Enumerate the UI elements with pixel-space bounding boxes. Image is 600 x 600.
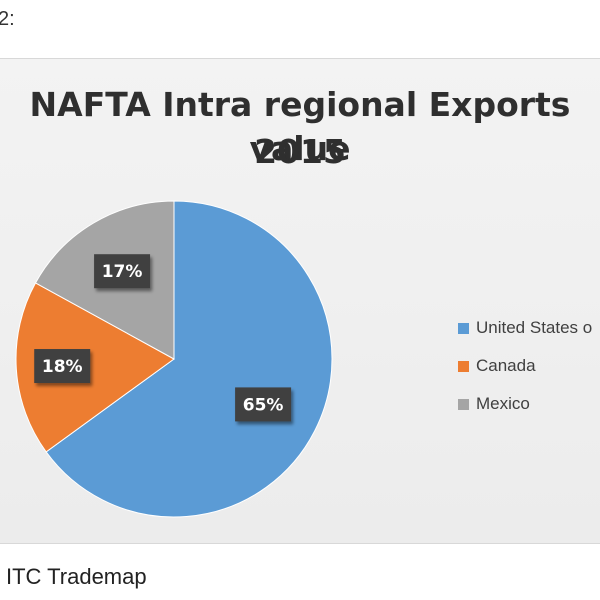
legend-swatch: [458, 398, 469, 410]
chart-title-line-1: NAFTA Intra regional Exports value: [29, 85, 571, 168]
data-label: 18%: [34, 349, 91, 384]
legend-swatch: [458, 360, 469, 372]
data-label-box: [235, 387, 292, 422]
legend-label: Mexico: [476, 394, 530, 413]
legend-item-canada: Canada: [458, 347, 592, 385]
legend-label: United States o: [476, 318, 593, 337]
chart-legend: United States o Canada Mexico: [458, 309, 592, 423]
legend-swatch: [458, 322, 469, 334]
pie-slice-canada: [15, 282, 175, 453]
page-fragment-text: 2:: [0, 8, 15, 30]
data-label-text: 65%: [243, 395, 284, 415]
data-label-box: [94, 254, 151, 289]
data-label-box: [34, 349, 91, 384]
data-label: 17%: [94, 254, 151, 289]
source-text: ITC Trademap: [6, 564, 147, 589]
data-label: 65%: [235, 387, 292, 422]
chart-area: NAFTA Intra regional Exports value 2015 …: [0, 58, 600, 544]
pie-slice-united-states-o: [45, 200, 333, 518]
legend-item-mexico: Mexico: [458, 385, 592, 423]
data-label-text: 18%: [42, 357, 83, 377]
chart-title-line-2: 2015: [254, 132, 346, 171]
pie-chart: 65% 18% 17%: [15, 200, 333, 518]
legend-label: Canada: [476, 356, 536, 375]
data-label-text: 17%: [102, 262, 143, 282]
legend-item-united-states: United States o: [458, 309, 592, 347]
